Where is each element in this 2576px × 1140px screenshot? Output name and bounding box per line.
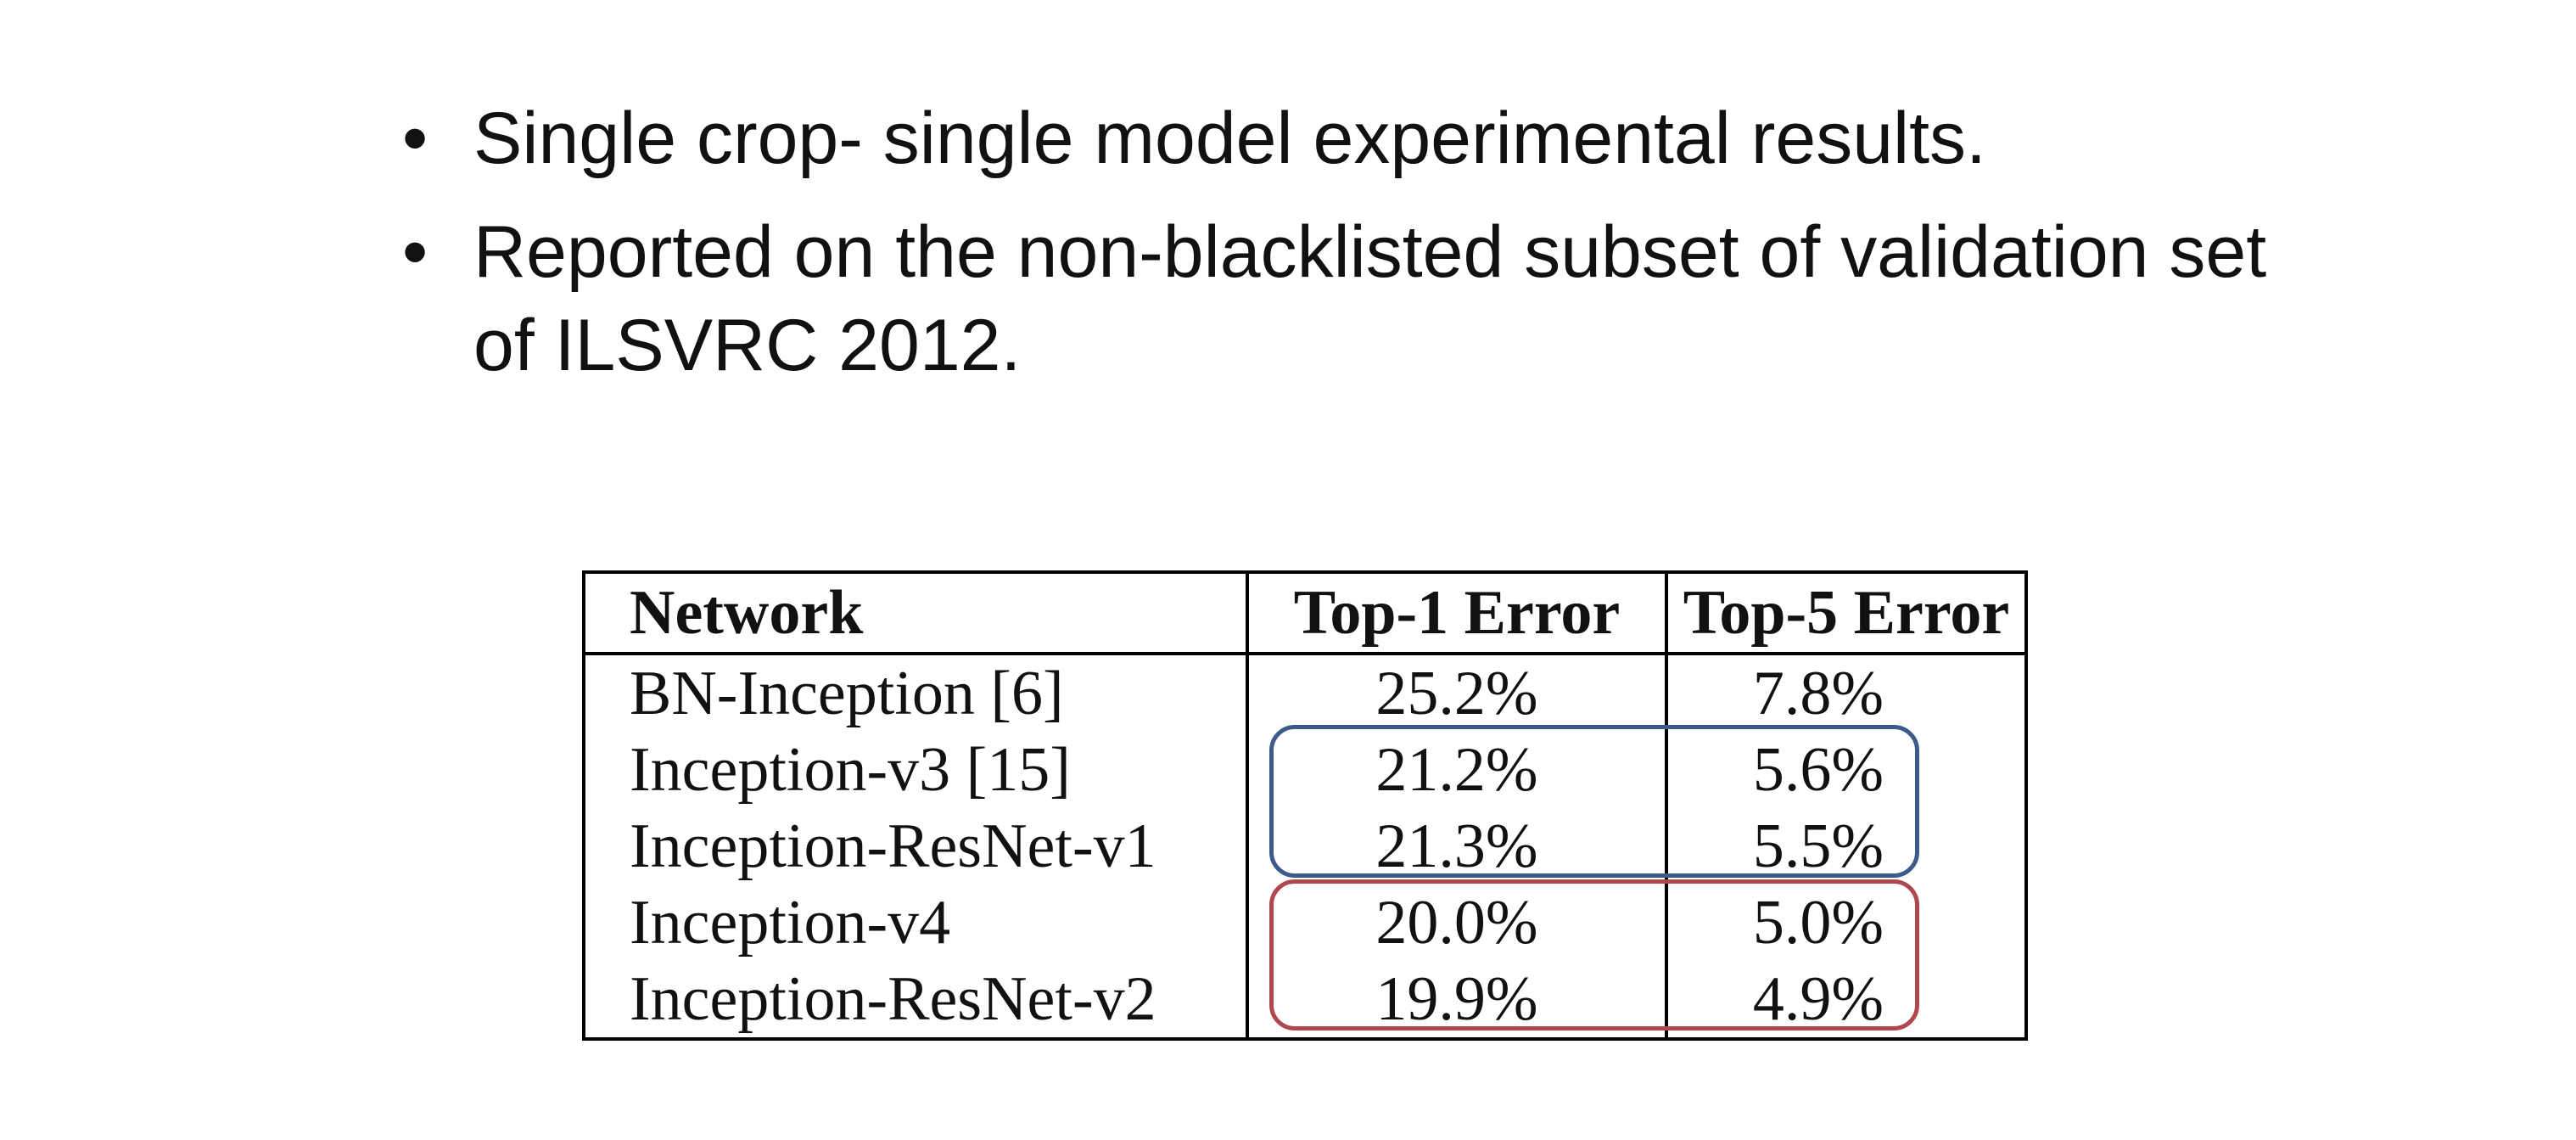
highlight-box-inception-v3-resnet-v1	[1269, 725, 1919, 878]
bullet-dot-icon: •	[402, 98, 428, 179]
cell-network: Inception-v3 [15]	[630, 734, 1071, 805]
cell-top5-error: 4.9%	[1665, 961, 2026, 1039]
table-row: BN-Inception [6] 25.2% 7.8%	[584, 654, 2026, 732]
cell-top1-error: 19.9%	[1246, 961, 1666, 1039]
results-table: Network Top-1 Error Top-5 Error BN-Incep…	[582, 570, 2028, 1041]
cell-network: Inception-v4	[630, 887, 951, 957]
header-top1-error: Top-1 Error	[1246, 572, 1666, 655]
bullet-text: Reported on the non-blacklisted subset o…	[473, 211, 2267, 386]
results-table-container: Network Top-1 Error Top-5 Error BN-Incep…	[582, 570, 2028, 1041]
cell-top5-error: 5.5%	[1665, 808, 2026, 884]
table-header-row: Network Top-1 Error Top-5 Error	[584, 572, 2026, 655]
bullet-item: • Reported on the non-blacklisted subset…	[399, 205, 2350, 392]
cell-network: Inception-ResNet-v2	[630, 963, 1156, 1034]
bullet-item: • Single crop- single model experimental…	[399, 92, 2350, 185]
cell-top1-error: 21.2%	[1246, 732, 1666, 808]
cell-top1-error: 25.2%	[1246, 654, 1666, 732]
table-row: Inception-ResNet-v1 21.3% 5.5%	[584, 808, 2026, 884]
highlight-box-inception-v4-resnet-v2	[1269, 879, 1919, 1030]
cell-network: BN-Inception [6]	[630, 658, 1064, 728]
header-network: Network	[584, 572, 1247, 655]
cell-top5-error: 5.0%	[1665, 884, 2026, 961]
table-row: Inception-ResNet-v2 19.9% 4.9%	[584, 961, 2026, 1039]
cell-top5-error: 7.8%	[1665, 654, 2026, 732]
bullet-text: Single crop- single model experimental r…	[473, 98, 1986, 179]
bullet-dot-icon: •	[402, 211, 428, 293]
cell-top1-error: 21.3%	[1246, 808, 1666, 884]
bullet-list: • Single crop- single model experimental…	[399, 92, 2350, 413]
table-row: Inception-v4 20.0% 5.0%	[584, 884, 2026, 961]
cell-top5-error: 5.6%	[1665, 732, 2026, 808]
table-row: Inception-v3 [15] 21.2% 5.6%	[584, 732, 2026, 808]
cell-top1-error: 20.0%	[1246, 884, 1666, 961]
cell-network: Inception-ResNet-v1	[630, 811, 1156, 881]
header-top5-error: Top-5 Error	[1665, 572, 2026, 655]
